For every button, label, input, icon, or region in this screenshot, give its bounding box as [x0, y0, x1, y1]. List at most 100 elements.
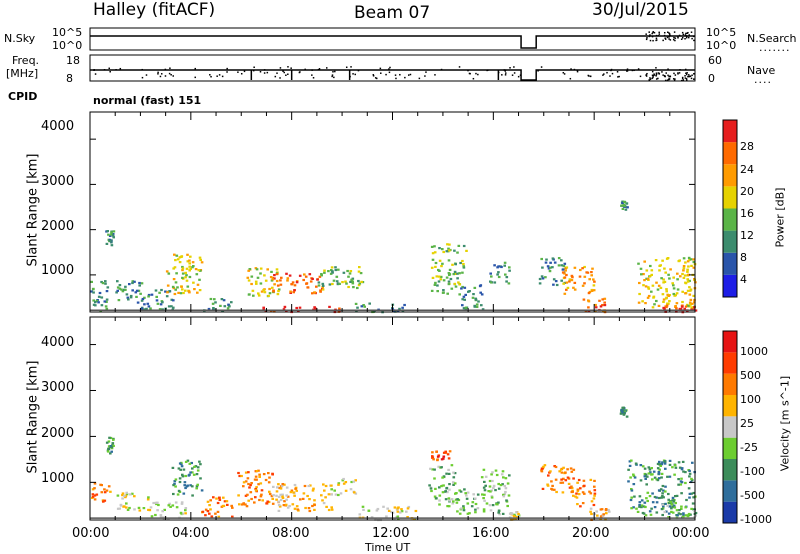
velocity-panel-echo-cell [644, 505, 647, 509]
power-panel-echo-cell [181, 267, 185, 270]
nave-dot [157, 73, 159, 75]
velocity-panel-echo-cell [107, 485, 111, 488]
velocity-panel-echo-cell [183, 484, 186, 487]
velocity-panel-echo-cell [173, 480, 177, 483]
freq-tick-bottom: 8 [66, 72, 73, 85]
power-panel-echo-cell [454, 263, 457, 266]
velocity-panel-echo-cell [322, 483, 325, 486]
velocity-panel-echo-cell [330, 508, 334, 511]
nsearch-dot [672, 38, 675, 41]
velocity-panel-echo-cell [268, 490, 271, 493]
power-panel-echo-cell [652, 296, 655, 299]
nsearch-dot [648, 35, 651, 38]
nave-dot [394, 74, 397, 76]
power-ytick-1000: 1000 [41, 263, 75, 278]
power-panel-echo-cell [198, 256, 202, 259]
power-panel-echo-cell [143, 303, 146, 306]
velocity-panel-echo-cell [171, 504, 175, 507]
velocity-panel-echo-cell [508, 474, 511, 477]
velocity-panel-echo-cell [687, 487, 691, 490]
velocity-panel-echo-cell [428, 484, 431, 487]
velocity-panel-echo-cell [93, 494, 97, 497]
velocity-panel-echo-cell [444, 450, 447, 453]
nave-dot [318, 68, 321, 70]
power-panel-echo-cell [298, 306, 302, 309]
nave-dot [115, 69, 117, 71]
power-panel-echo-cell [651, 306, 655, 309]
nave-dot [511, 74, 514, 76]
power-panel-echo-cell [508, 266, 511, 269]
power-panel-echo-cell [447, 259, 451, 262]
velocity-panel-echo-cell [503, 493, 507, 496]
power-panel-echo-cell [104, 282, 107, 285]
velocity-panel-echo-cell [285, 498, 288, 501]
velocity-panel-echo-cell [299, 498, 302, 501]
power-panel-echo-cell [622, 204, 625, 207]
power-panel-echo-cell [332, 279, 336, 282]
velocity-panel-echo-cell [131, 492, 134, 495]
power-panel-echo-cell [256, 276, 260, 279]
power-panel-echo-cell [110, 233, 113, 236]
nave-dot [375, 77, 378, 80]
power-panel-colorbar-cell [723, 142, 737, 165]
velocity-panel-echo-cell [480, 476, 484, 479]
velocity-panel-echo-cell [405, 510, 408, 513]
nave-dense-dot [685, 72, 687, 75]
velocity-panel-echo-cell [189, 484, 192, 487]
power-panel-echo-cell [305, 282, 308, 285]
velocity-panel-echo-cell [279, 493, 282, 496]
power-panel-echo-cell [473, 286, 477, 289]
power-panel-echo-cell [116, 286, 120, 289]
velocity-panel-echo-cell [333, 489, 336, 492]
power-panel-echo-cell [313, 306, 316, 309]
power-panel-echo-cell [317, 281, 321, 284]
power-panel-echo-cell [110, 241, 113, 244]
power-panel-echo-cell [319, 290, 322, 293]
power-panel-echo-cell [171, 285, 175, 288]
velocity-panel-echo-cell [561, 491, 565, 494]
nave-dot [221, 75, 224, 78]
velocity-panel-echo-cell [109, 436, 113, 440]
velocity-panel-echo-cell [680, 505, 683, 508]
power-panel-echo-cell [172, 306, 175, 309]
power-panel-echo-cell [657, 284, 661, 287]
power-panel-echo-cell [688, 279, 691, 282]
velocity-panel-echo-cell [180, 501, 184, 504]
velocity-panel-echo-cell [593, 489, 597, 492]
velocity-panel-echo-cell [447, 497, 451, 500]
nave-dot [266, 71, 269, 74]
nave-dot [611, 72, 614, 75]
power-panel-echo-cell [174, 288, 177, 291]
velocity-panel-echo-cell [464, 492, 467, 495]
velocity-panel-echo-cell [181, 475, 185, 478]
power-panel-echo-cell [662, 298, 666, 301]
nsearch-dot [662, 39, 664, 42]
velocity-panel-echo-cell [653, 495, 657, 499]
power-panel-echo-cell [279, 279, 282, 282]
power-panel-echo-cell [449, 277, 453, 281]
velocity-panel-colorbar-cell [723, 331, 737, 353]
power-panel-echo-cell [147, 293, 151, 297]
velocity-panel-echo-cell [184, 460, 188, 463]
velocity-panel-echo-cell [592, 503, 596, 507]
velocity-panel-echo-cell [231, 506, 234, 509]
nave-dense-dot [691, 74, 693, 77]
velocity-panel-echo-cell [690, 477, 693, 480]
power-panel-echo-cell [288, 274, 292, 277]
power-panel-echo-cell [181, 276, 184, 279]
power-panel-echo-cell [251, 289, 255, 292]
nave-dense-dot [663, 74, 666, 77]
velocity-panel-echo-cell [105, 489, 109, 492]
power-panel-echo-cell [690, 264, 693, 267]
power-panel-echo-cell [230, 301, 233, 304]
velocity-panel-echo-cell [562, 466, 565, 469]
power-panel-echo-cell [540, 257, 543, 261]
velocity-cbar-500: 500 [740, 369, 761, 382]
velocity-panel-echo-cell [106, 450, 110, 453]
velocity-panel-echo-cell [672, 499, 675, 502]
power-panel-echo-cell [442, 250, 445, 254]
velocity-panel-echo-cell [643, 467, 647, 470]
power-panel-echo-cell [692, 294, 695, 297]
nsearch-dot [664, 38, 667, 40]
power-panel-echo-cell [175, 272, 178, 275]
